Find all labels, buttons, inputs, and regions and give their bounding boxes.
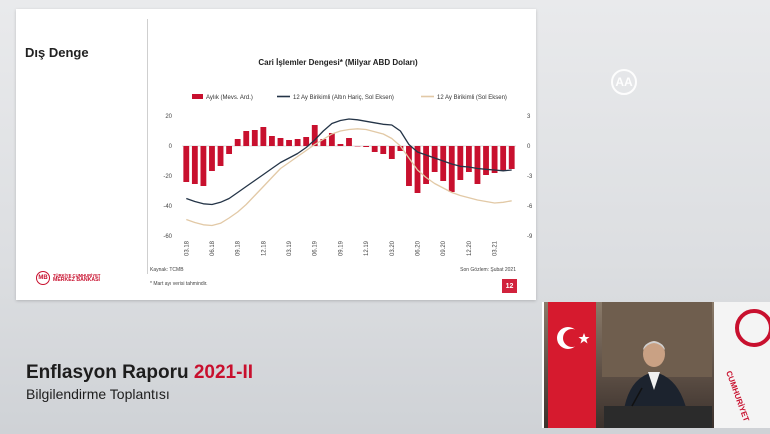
report-year: 2021-II: [193, 362, 254, 383]
legend-label-monthly: Aylık (Mevs. Ard.): [206, 95, 253, 101]
bar-monthly: [371, 146, 378, 152]
bar-monthly: [200, 146, 207, 186]
bar-monthly: [277, 138, 284, 146]
tcmb-logo-icon: MB: [36, 271, 50, 285]
bar-monthly: [483, 146, 489, 175]
flag-star: [578, 333, 590, 344]
bar-monthly: [474, 146, 481, 184]
bar-monthly: [311, 125, 318, 146]
presenter-video-feed: CUMHURİYET: [542, 302, 770, 428]
slide-title: Dış Denge: [25, 45, 89, 60]
bar-monthly: [320, 139, 327, 146]
microphone: [631, 387, 643, 407]
bank-banner-logo: [735, 309, 770, 347]
x-tick-label: 03.18: [184, 240, 190, 256]
aa-logo-icon: AA: [611, 69, 637, 95]
chart-legend: Aylık (Mevs. Ard.) 12 Ay Birikimli (Altı…: [192, 94, 507, 101]
plot-area: 20 0 -20 -40 -60 3 0 -3 -6 -9 03.18 06.18 09.18 12.18…: [163, 114, 532, 256]
bar-monthly: [448, 146, 455, 192]
legend-label-total: 12 Ay Birikimli (Sol Eksen): [437, 95, 507, 101]
x-tick-label: 03.19: [287, 240, 293, 256]
page-number-badge: 12: [502, 279, 517, 293]
x-tick-label: 06.18: [210, 240, 216, 256]
bar-monthly: [457, 146, 464, 180]
legend-label-ex-gold: 12 Ay Birikimli (Altın Hariç, Sol Eksen): [293, 95, 394, 101]
x-tick-label: 12.20: [467, 240, 473, 256]
bar-monthly: [243, 131, 250, 146]
x-tick-label: 03.21: [493, 240, 499, 256]
presentation-slide: Dış Denge Cari İşlemler Dengesi* (Milyar…: [16, 9, 536, 300]
bar-monthly: [406, 146, 412, 186]
last-observation-note: Son Gözlem: Şubat 2021: [460, 267, 516, 273]
x-tick-label: 09.19: [338, 240, 344, 256]
bar-monthly: [217, 146, 224, 166]
bar-monthly: [269, 136, 275, 146]
bar-monthly: [294, 139, 301, 146]
bar-monthly: [500, 146, 507, 171]
presenter-desk: [604, 406, 712, 428]
footnote: * Mart ayı verisi tahmindir.: [150, 281, 208, 287]
y-left-tick-label: -40: [163, 204, 172, 210]
bar-monthly: [423, 146, 429, 184]
logo-line-2: MERKEZ BANKASI: [53, 277, 100, 283]
y-right-tick-label: 3: [527, 114, 531, 120]
y-right-tick-label: -9: [527, 234, 532, 240]
bar-monthly: [431, 146, 438, 172]
bar-monthly: [440, 146, 447, 181]
report-title-text: Enflasyon Raporu: [26, 362, 189, 383]
bar-monthly: [380, 146, 387, 154]
bar-monthly: [337, 144, 344, 146]
y-right-tick-label: -3: [527, 174, 532, 180]
bar-monthly: [346, 138, 352, 146]
current-account-chart: Cari İşlemler Dengesi* (Milyar ABD Dolar…: [163, 58, 532, 256]
bar-monthly: [234, 139, 241, 146]
bar-monthly: [388, 146, 395, 159]
presenter-scene: CUMHURİYET: [548, 302, 770, 428]
x-tick-label: 09.20: [441, 240, 447, 256]
bar-monthly: [226, 146, 233, 154]
bar-monthly: [397, 146, 404, 151]
x-tick-label: 03.20: [390, 240, 396, 256]
source-note: Kaynak: TCMB: [150, 267, 184, 273]
y-right-tick-label: 0: [527, 144, 531, 150]
report-title: Enflasyon Raporu 2021-II: [26, 362, 253, 384]
x-tick-label: 06.20: [416, 240, 422, 256]
bar-monthly: [251, 130, 258, 146]
tcmb-logo: MB TÜRKİYE CUMHURİYET MERKEZ BANKASI: [36, 271, 100, 285]
flag-left: [548, 302, 596, 428]
bank-banner: [714, 302, 770, 428]
line-12m-ex-gold: [186, 118, 512, 206]
y-left-tick-label: 0: [169, 144, 173, 150]
y-left-tick-label: 20: [165, 114, 172, 120]
y-right-tick-label: -6: [527, 204, 532, 210]
bar-monthly: [183, 146, 190, 182]
x-tick-label: 12.19: [364, 240, 370, 256]
bar-monthly: [303, 137, 310, 146]
slide-divider: [147, 19, 148, 274]
bar-monthly: [363, 146, 370, 147]
x-tick-label: 12.18: [261, 240, 267, 256]
bar-monthly: [465, 146, 472, 172]
bar-monthly: [209, 146, 215, 171]
x-tick-label: 06.19: [313, 240, 319, 256]
x-tick-label: 09.18: [236, 240, 242, 256]
presenter-hair: [643, 341, 665, 350]
legend-swatch-monthly: [192, 94, 203, 99]
bar-monthly: [260, 127, 267, 146]
y-left-tick-label: -60: [163, 234, 172, 240]
bar-monthly: [508, 146, 515, 169]
bar-monthly: [491, 146, 498, 173]
presenter-shirt: [648, 372, 660, 390]
y-left-tick-label: -20: [163, 174, 172, 180]
bar-monthly: [191, 146, 198, 184]
logo-line-1: TÜRKİYE CUMHURİYET: [53, 273, 101, 278]
bar-monthly: [286, 140, 292, 146]
presenter-head: [643, 341, 665, 367]
bar-monthly: [328, 133, 335, 146]
chart-title: Cari İşlemler Dengesi* (Milyar ABD Dolar…: [258, 58, 418, 67]
report-subtitle: Bilgilendirme Toplantısı: [26, 386, 170, 402]
line-12m-total: [186, 128, 512, 227]
